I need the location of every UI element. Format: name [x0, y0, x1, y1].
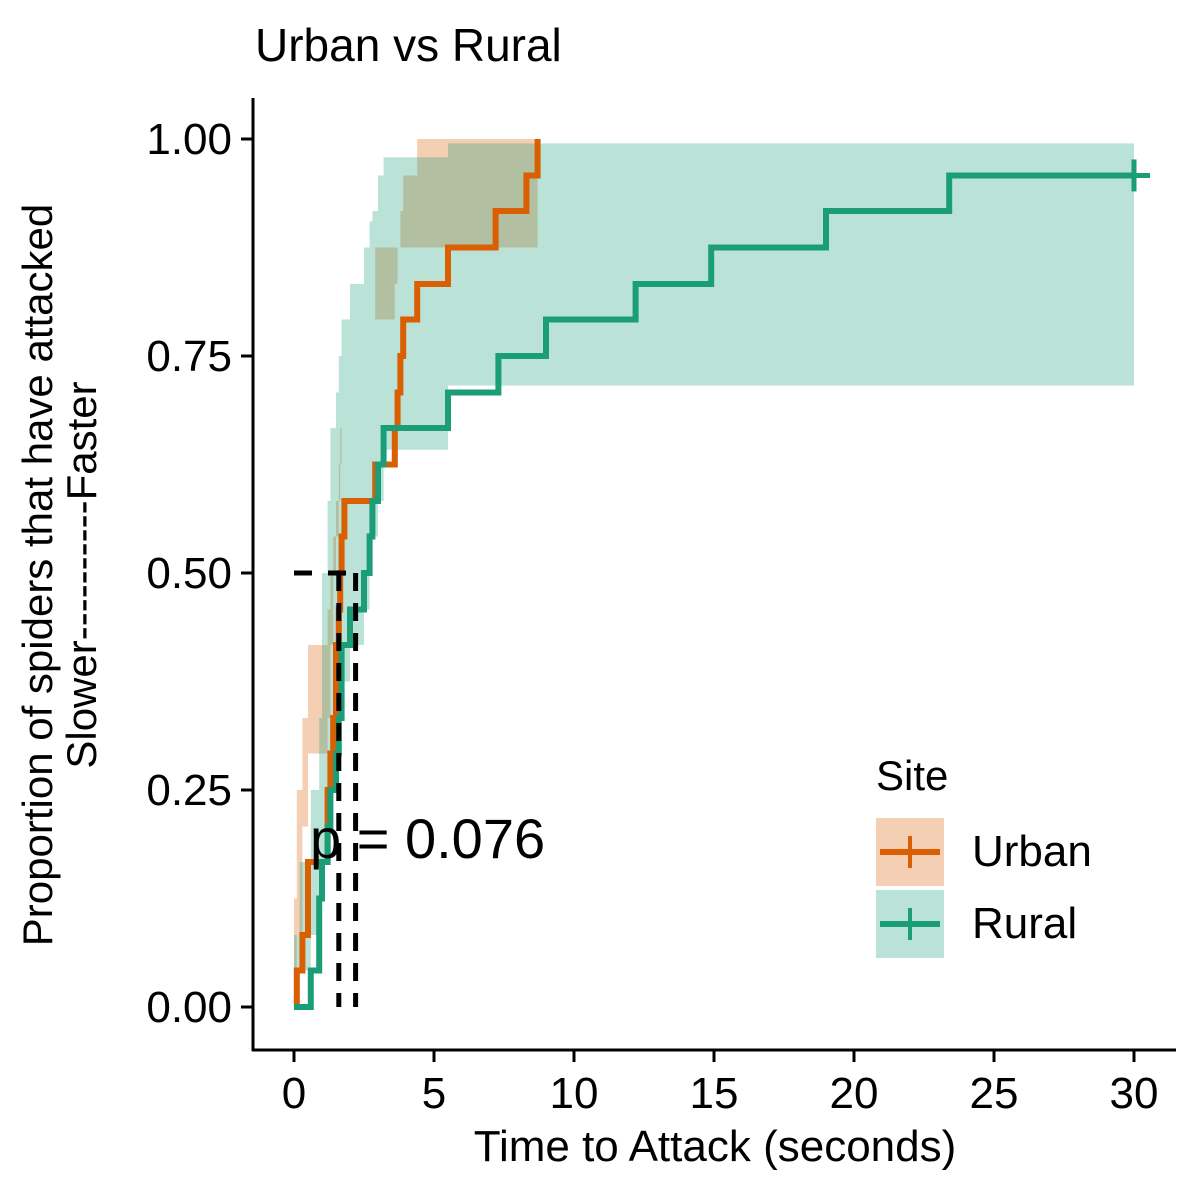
x-tick-label: 30	[1110, 1069, 1159, 1118]
y-tick-label: 0.75	[146, 332, 232, 381]
x-tick-label: 0	[282, 1069, 306, 1118]
y-axis-label-line-1: Proportion of spiders that have attacked	[14, 203, 61, 947]
legend-label-urban: Urban	[972, 827, 1092, 876]
x-tick-label: 5	[422, 1069, 446, 1118]
legend-item-urban: Urban	[876, 816, 1092, 888]
y-axis-label-line-2: Slower----------Faster	[58, 381, 105, 769]
x-axis-label: Time to Attack (seconds)	[473, 1122, 957, 1171]
legend-item-rural: Rural	[876, 888, 1092, 960]
legend: Site Urban Rural	[876, 752, 1092, 960]
ci-band-urban	[294, 139, 538, 1007]
y-tick-label: 0.00	[146, 983, 232, 1032]
chart-title: Urban vs Rural	[255, 19, 562, 71]
y-tick-label: 0.25	[146, 766, 232, 815]
legend-label-rural: Rural	[972, 899, 1078, 948]
x-tick-label: 25	[970, 1069, 1019, 1118]
y-tick-label: 1.00	[146, 115, 232, 164]
p-value-annotation: p = 0.076	[310, 807, 546, 870]
x-tick-label: 20	[830, 1069, 879, 1118]
legend-key-rural	[876, 890, 944, 958]
x-tick-label: 10	[550, 1069, 599, 1118]
legend-key-urban	[876, 818, 944, 886]
ci-band-rural	[294, 143, 1134, 1008]
survival-line-rural	[294, 172, 1134, 1010]
y-tick-label: 0.50	[146, 549, 232, 598]
legend-title: Site	[876, 752, 949, 799]
y-axis-label: Proportion of spiders that have attacked…	[14, 203, 105, 947]
x-tick-label: 15	[690, 1069, 739, 1118]
